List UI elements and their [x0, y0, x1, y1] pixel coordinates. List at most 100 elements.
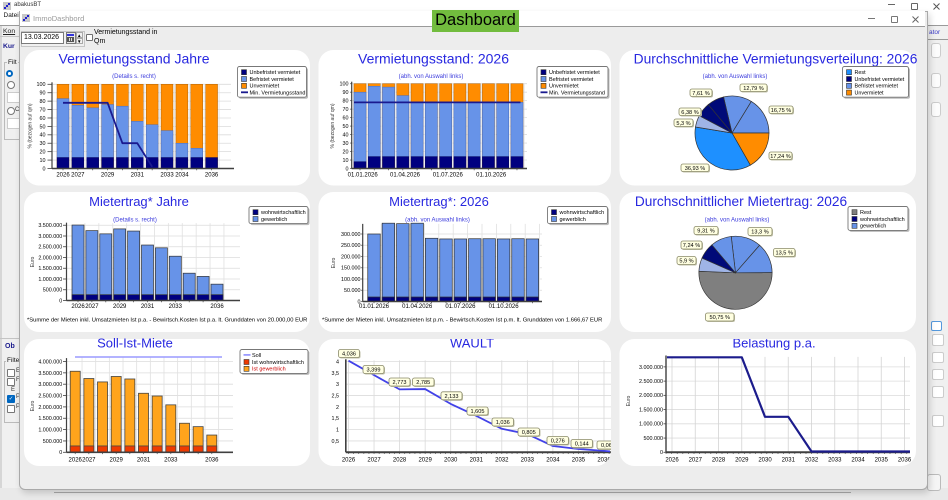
svg-text:0: 0: [346, 166, 349, 172]
svg-text:wohnwirtschaftlich: wohnwirtschaftlich: [260, 210, 306, 216]
svg-text:Soll-Ist-Miete: Soll-Ist-Miete: [97, 336, 173, 351]
svg-text:01.01.2026: 01.01.2026: [359, 304, 390, 310]
svg-text:30: 30: [343, 141, 349, 147]
svg-text:gewerblich: gewerblich: [560, 217, 586, 223]
svg-text:60: 60: [40, 116, 46, 122]
svg-text:01.04.2026: 01.04.2026: [390, 173, 421, 179]
svg-text:5,9 %: 5,9 %: [679, 259, 693, 265]
svg-text:% (bezogen auf qm): % (bezogen auf qm): [28, 103, 34, 148]
svg-text:wohnwirtschaftlich: wohnwirtschaftlich: [859, 217, 905, 223]
svg-text:2032: 2032: [495, 458, 509, 464]
svg-text:5,3 %: 5,3 %: [676, 121, 690, 127]
svg-text:(Details s. recht): (Details s. recht): [113, 218, 157, 224]
svg-text:13,3 %: 13,3 %: [751, 230, 768, 236]
svg-text:Ist wohnwirtschaftlich: Ist wohnwirtschaftlich: [252, 360, 304, 366]
svg-text:(Details s. recht): (Details s. recht): [112, 74, 156, 80]
svg-text:Mietertrag* Jahre: Mietertrag* Jahre: [89, 194, 189, 209]
svg-text:7,61 %: 7,61 %: [692, 91, 709, 97]
svg-text:3.500.000: 3.500.000: [38, 371, 62, 377]
svg-text:2029: 2029: [110, 458, 124, 464]
svg-text:2033: 2033: [160, 173, 174, 179]
svg-text:0,064: 0,064: [601, 443, 615, 449]
svg-text:2036: 2036: [898, 457, 912, 463]
svg-text:2,5: 2,5: [332, 393, 340, 399]
svg-text:2036: 2036: [210, 304, 224, 310]
svg-text:4,036: 4,036: [342, 352, 356, 358]
svg-text:2028: 2028: [712, 457, 726, 463]
svg-text:2036: 2036: [597, 458, 611, 464]
svg-text:01.01.2026: 01.01.2026: [348, 173, 379, 179]
svg-text:1: 1: [336, 428, 339, 434]
svg-text:Vermietungsstand: 2026: Vermietungsstand: 2026: [358, 51, 509, 67]
svg-text:2033: 2033: [169, 304, 183, 310]
svg-text:1,036: 1,036: [496, 420, 510, 426]
svg-text:*Summe der Mieten inkl. Umsatz: *Summe der Mieten inkl. Umsatzmieten Ist…: [322, 318, 602, 324]
svg-text:90: 90: [40, 91, 46, 97]
svg-text:0: 0: [358, 299, 361, 305]
svg-text:20: 20: [40, 150, 46, 156]
svg-text:2029: 2029: [735, 457, 749, 463]
svg-text:(abh. von Auswahl links): (abh. von Auswahl links): [405, 218, 470, 224]
svg-text:1.000.000: 1.000.000: [639, 422, 663, 428]
svg-text:01.04.2026: 01.04.2026: [402, 304, 433, 310]
svg-text:01.07.2026: 01.07.2026: [445, 304, 476, 310]
svg-text:0: 0: [660, 450, 663, 456]
svg-text:Durchschnittliche Vermietungsv: Durchschnittliche Vermietungsverteilung:…: [634, 52, 918, 67]
svg-text:Unvermietet: Unvermietet: [250, 84, 280, 90]
svg-text:Unvermietet: Unvermietet: [549, 84, 579, 90]
svg-text:2031: 2031: [141, 304, 155, 310]
svg-text:60: 60: [343, 116, 349, 122]
svg-text:50: 50: [40, 124, 46, 130]
svg-text:2034: 2034: [546, 458, 560, 464]
svg-text:Durchschnittlicher Mietertrag:: Durchschnittlicher Mietertrag: 2026: [635, 194, 848, 209]
svg-text:Rest: Rest: [860, 210, 872, 216]
svg-text:80: 80: [343, 99, 349, 105]
svg-text:3,399: 3,399: [367, 368, 381, 374]
svg-text:01.10.2026: 01.10.2026: [476, 173, 507, 179]
svg-text:gewerblich: gewerblich: [860, 224, 886, 230]
svg-text:0,805: 0,805: [522, 430, 536, 436]
svg-text:300.000: 300.000: [341, 232, 361, 238]
svg-text:2032: 2032: [805, 457, 819, 463]
svg-text:*Summe der Mieten inkl. Umsatz: *Summe der Mieten inkl. Umsatzmieten Ist…: [27, 318, 307, 324]
svg-text:(abh. von Auswahl links): (abh. von Auswahl links): [703, 74, 768, 80]
svg-text:50: 50: [343, 124, 349, 130]
svg-text:wohnwirtschaftlich: wohnwirtschaftlich: [559, 210, 605, 216]
svg-text:3.000.000: 3.000.000: [639, 365, 663, 371]
svg-text:150.000: 150.000: [341, 266, 361, 272]
svg-text:0: 0: [59, 298, 62, 304]
svg-text:2027: 2027: [85, 304, 99, 310]
svg-text:Unbefristet vermietet: Unbefristet vermietet: [855, 77, 905, 83]
svg-text:1.000.000: 1.000.000: [38, 277, 62, 283]
svg-text:2031: 2031: [470, 458, 484, 464]
svg-text:2.500.000: 2.500.000: [639, 379, 663, 385]
svg-text:4: 4: [336, 359, 339, 365]
svg-text:Befristet vermietet: Befristet vermietet: [549, 77, 594, 83]
svg-text:3.000.000: 3.000.000: [38, 234, 62, 240]
svg-text:20: 20: [343, 149, 349, 155]
svg-text:6,38 %: 6,38 %: [681, 110, 698, 116]
svg-text:2036: 2036: [205, 173, 219, 179]
svg-text:2026: 2026: [71, 304, 85, 310]
svg-text:01.07.2026: 01.07.2026: [433, 173, 464, 179]
svg-text:80: 80: [40, 99, 46, 105]
svg-text:1.500.000: 1.500.000: [38, 266, 62, 272]
svg-text:2030: 2030: [758, 457, 772, 463]
svg-text:36,93 %: 36,93 %: [685, 166, 706, 172]
svg-text:2029: 2029: [101, 173, 115, 179]
svg-text:2028: 2028: [393, 458, 407, 464]
svg-text:3,5: 3,5: [332, 371, 340, 377]
svg-text:2031: 2031: [782, 457, 796, 463]
svg-text:Euro: Euro: [30, 257, 36, 268]
svg-text:50.000: 50.000: [344, 288, 361, 294]
svg-text:2035: 2035: [572, 458, 586, 464]
svg-text:2030: 2030: [444, 458, 458, 464]
svg-text:(abh. von Auswahl links): (abh. von Auswahl links): [705, 218, 770, 224]
svg-text:90: 90: [343, 90, 349, 96]
svg-text:70: 70: [343, 107, 349, 113]
svg-text:Unvermietet: Unvermietet: [855, 91, 885, 97]
svg-text:1.500.000: 1.500.000: [639, 407, 663, 413]
svg-text:2027: 2027: [71, 173, 85, 179]
svg-text:2026: 2026: [342, 458, 356, 464]
svg-text:2031: 2031: [131, 173, 145, 179]
